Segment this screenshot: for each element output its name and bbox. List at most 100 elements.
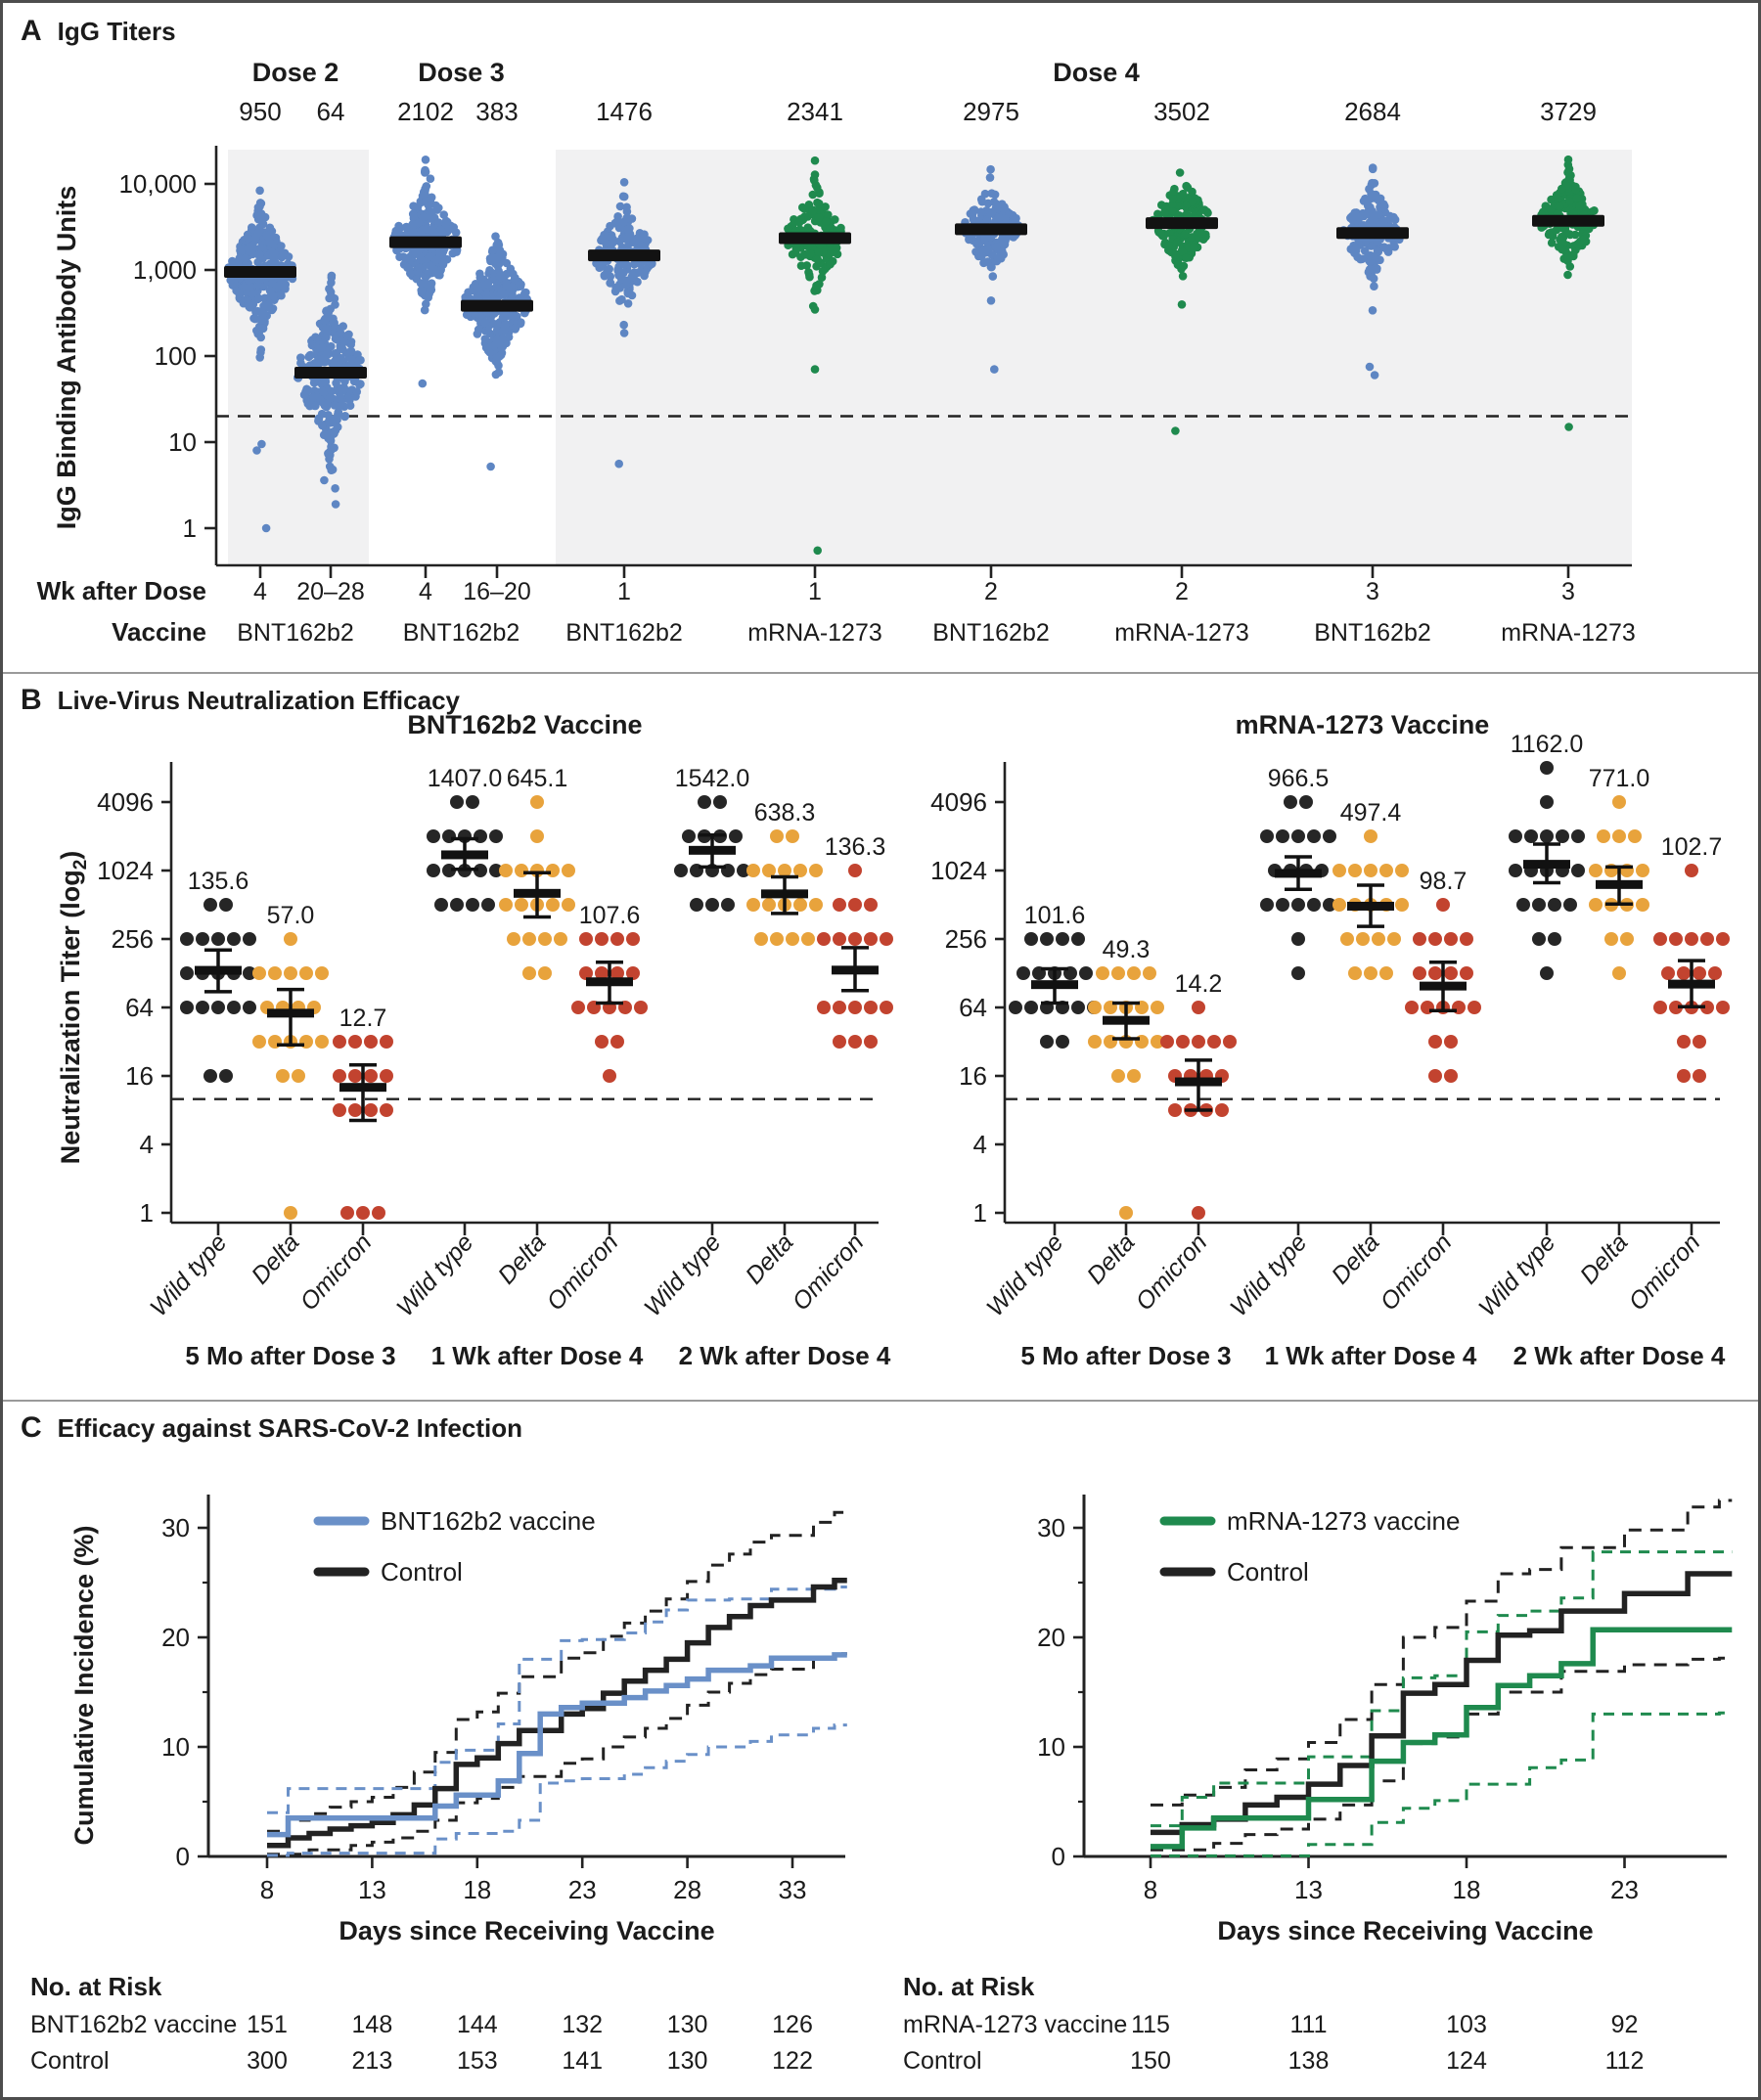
median-bar [389,236,462,248]
swarm-column-2 [389,156,462,388]
median-bar [1596,879,1643,889]
x-tick-label: 13 [1294,1875,1323,1904]
y-tick-label: 30 [1037,1513,1065,1542]
median-bar [514,888,561,898]
vaccine-name: mRNA-1273 [747,619,882,647]
vaccine-ci-upper [267,1586,847,1814]
gmt-label: 1162.0 [1511,731,1584,758]
x-tick-label: 8 [260,1875,274,1904]
risk-value: 150 [1130,2047,1171,2075]
y-tick-label: 30 [161,1513,190,1542]
panel-a-title: IgG Titers [57,17,176,46]
subplot-title: mRNA-1273 Vaccine [1236,710,1490,739]
vaccine-ci-upper [1151,1550,1733,1828]
panel-b-header: B Live-Virus Neutralization Efficacy [21,684,460,717]
y-tick-label: 10 [168,427,197,457]
y-tick-label: 256 [112,924,154,954]
cluster-caption: 2 Wk after Dose 4 [679,1341,891,1370]
median-bar [1523,860,1570,870]
gmt-label: 57.0 [267,902,315,929]
y-axis-title: Cumulative Incidence (%) [69,1525,99,1845]
vaccine-name: BNT162b2 [237,619,354,647]
vaccine-name: mRNA-1273 [1114,619,1249,647]
wk-value: 3 [1366,578,1379,605]
risk-value: 112 [1605,2047,1645,2075]
risk-value: 151 [247,2011,288,2038]
legend-label: Control [381,1557,463,1586]
gmt-label: 497.4 [1340,799,1402,827]
risk-table-heading: No. at Risk [30,1972,162,2001]
y-tick-label: 16 [125,1061,154,1091]
risk-value: 132 [562,2011,603,2038]
risk-value: 130 [667,2011,708,2038]
neut-subplot-1: mRNA-1273 Vaccine 4096 1024 256 64 16 4 1 101.6 W… [930,710,1730,1370]
y-tick-label: 4 [973,1130,987,1159]
wk-value: 16–20 [463,578,531,605]
wk-value: 1 [808,578,822,605]
median-bar [441,850,488,860]
wk-value: 3 [1561,578,1575,605]
gmt-label: 135.6 [188,868,249,895]
median-bar [955,223,1027,236]
x-tick-label: 23 [568,1875,597,1904]
gmt-value: 2975 [963,97,1019,126]
control-ci-upper [1151,1498,1733,1807]
x-tick-label: 28 [673,1875,701,1904]
x-axis-title: Days since Receiving Vaccine [1217,1916,1593,1945]
legend-label: Control [1227,1557,1309,1586]
y-tick-label: 20 [1037,1623,1065,1652]
gmt-label: 107.6 [579,902,641,929]
gmt-value: 2102 [397,97,454,126]
gmt-label: 1407.0 [428,765,502,792]
cluster-caption: 5 Mo after Dose 3 [1020,1341,1231,1370]
gmt-label: 98.7 [1420,868,1468,895]
variant-label: Wild type [1473,1229,1560,1321]
dose-header: Dose 4 [1053,58,1140,87]
x-tick-label: 33 [779,1875,807,1904]
wk-row-label: Wk after Dose [37,576,206,605]
gmt-label: 645.1 [507,765,568,792]
control-ci-upper [267,1510,847,1833]
panel-a: A IgG Titers 10,000 1,000 100 10 1 IgG Bindin… [3,3,1758,672]
dose-header: Dose 3 [418,58,505,87]
median-bar [588,249,660,262]
risk-value: 111 [1289,2011,1327,2038]
legend-label: mRNA-1273 vaccine [1227,1506,1460,1536]
gmt-label: 638.3 [754,799,816,827]
median-bar [1532,214,1604,227]
risk-value: 92 [1611,2011,1639,2038]
median-bar [1420,981,1467,991]
gmt-label: 1542.0 [675,765,749,792]
dose-header: Dose 2 [252,58,339,87]
wk-value: 4 [419,578,432,605]
vaccine-name: BNT162b2 [565,619,683,647]
control-curve [1151,1571,1733,1836]
vaccine-curve [267,1652,847,1838]
median-bar [267,1008,314,1018]
median-bar [689,845,736,855]
y-tick-label: 1 [140,1198,154,1228]
wk-value: 4 [253,578,267,605]
median-bar [294,367,367,380]
median-bar [779,232,851,245]
risk-row-label: Control [903,2047,982,2075]
gmt-value: 3502 [1153,97,1210,126]
y-tick-label: 10 [161,1732,190,1762]
y-axis-title: Neutralization Titer (log2) [56,851,91,1165]
risk-row-label: BNT162b2 vaccine [30,2011,237,2038]
panel-c: C Efficacy against SARS-CoV-2 Infection … [3,1400,1758,2099]
x-tick-label: 8 [1144,1875,1157,1904]
swarm-column-1 [294,271,366,509]
y-tick-label: 1024 [930,856,987,885]
y-tick-label: 64 [125,993,154,1022]
y-tick-label: 0 [176,1842,190,1871]
wk-value: 20–28 [296,578,365,605]
gmt-value: 2341 [787,97,843,126]
vaccine-curve [1151,1627,1733,1850]
km-subplot-1: 0 10 20 30 8 13 18 23 Days since Receiving Vacci… [903,1495,1733,2075]
cluster-caption: 2 Wk after Dose 4 [1513,1341,1726,1370]
variant-label: Omicron [1623,1229,1705,1316]
subplot-title: BNT162b2 Vaccine [407,710,642,739]
panel-a-letter: A [21,15,42,47]
risk-row-label: Control [30,2047,110,2075]
